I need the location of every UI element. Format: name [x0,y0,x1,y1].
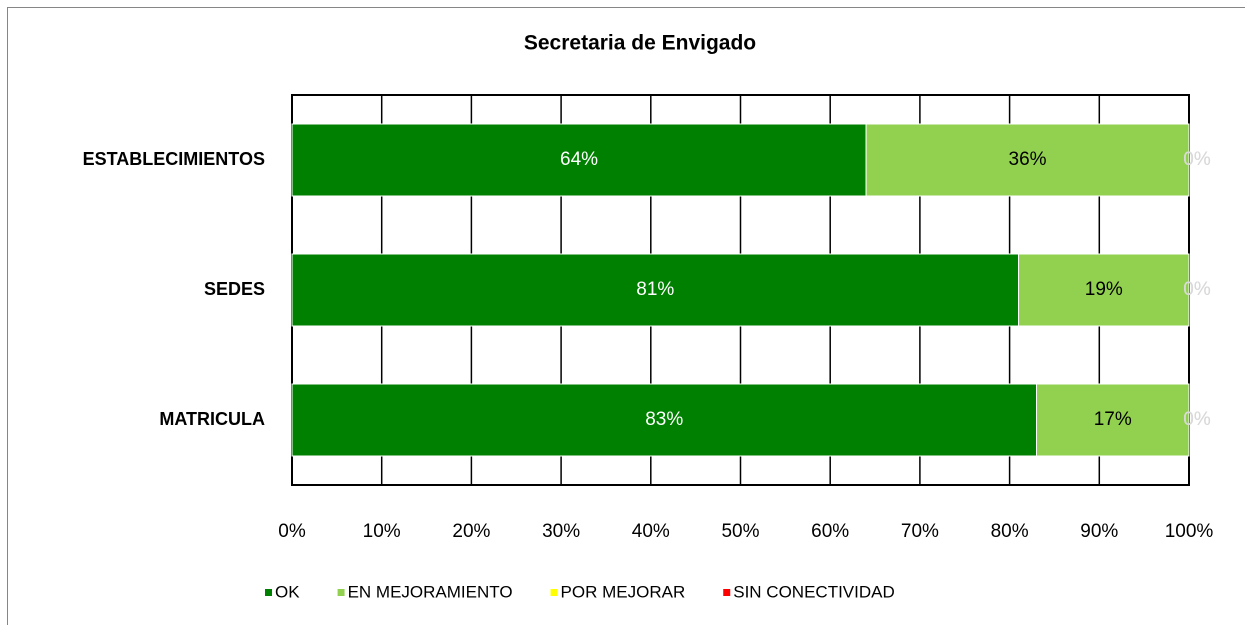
bar-segment [865,123,1190,197]
x-tick-label: 80% [991,521,1029,542]
bar-segment [1036,383,1190,457]
data-label: 0% [1183,149,1211,170]
x-tick-label: 60% [811,521,849,542]
data-label: 36% [1009,149,1047,170]
x-tick-label: 40% [632,521,670,542]
bar-segment [291,253,1020,327]
x-tick-label: 10% [363,521,401,542]
legend-marker [265,589,272,596]
x-tick-label: 70% [901,521,939,542]
data-label: 19% [1085,279,1123,300]
data-label: 0% [1183,279,1211,300]
x-tick-label: 90% [1080,521,1118,542]
data-label: 0% [1183,149,1211,170]
data-label: 0% [1183,409,1211,430]
y-tick-label: ESTABLECIMIENTOS [83,149,265,169]
legend-marker [337,589,345,596]
legend-label: SIN CONECTIVIDAD [733,582,895,601]
data-label: 0% [1183,279,1211,300]
legend-marker [723,589,731,596]
legend-marker [550,589,558,596]
chart-title: Secretaria de Envigado [524,32,756,55]
x-tick-label: 100% [1165,521,1214,542]
x-tick-label: 50% [721,521,759,542]
bar-segment [291,383,1038,457]
x-tick-label: 0% [278,521,306,542]
x-tick-label: 30% [542,521,580,542]
legend-label: POR MEJORAR [561,582,686,601]
y-tick-label: SEDES [204,279,265,299]
data-label: 64% [560,149,598,170]
bar-segment [1018,253,1190,327]
data-label: 81% [636,279,674,300]
data-label: 0% [1183,409,1211,430]
bar-segment [291,123,867,197]
legend-label: EN MEJORAMIENTO [348,582,513,601]
x-tick-label: 20% [452,521,490,542]
y-tick-label: MATRICULA [159,409,265,429]
data-label: 17% [1094,409,1132,430]
data-label: 83% [645,409,683,430]
legend-label: OK [275,582,300,601]
